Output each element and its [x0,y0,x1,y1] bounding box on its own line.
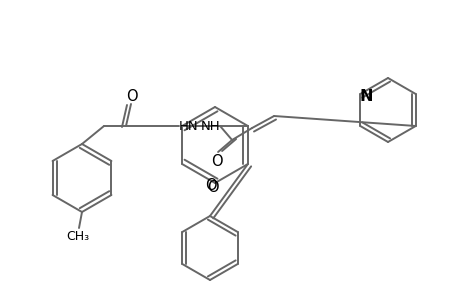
Text: CH₃: CH₃ [66,230,90,242]
Text: N: N [359,88,372,104]
Text: O: O [211,154,223,169]
Text: O: O [126,88,138,104]
Text: HN: HN [179,119,198,133]
Text: O: O [207,179,218,194]
Text: O: O [205,178,216,193]
Text: NH: NH [200,119,219,133]
